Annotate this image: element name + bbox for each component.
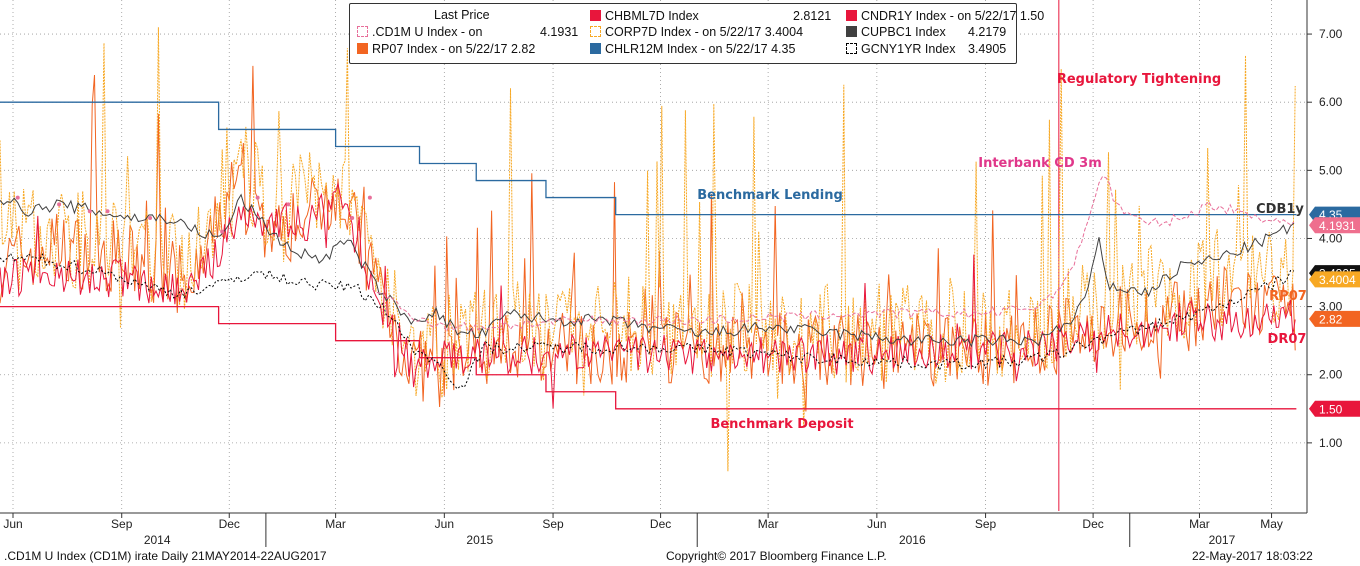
annotation-benchmark-deposit: Benchmark Deposit [710, 417, 853, 432]
legend-header: Last Price [434, 8, 490, 22]
xtick-label-3: Mar [325, 517, 346, 531]
legend-item-chlr12m: CHLR12M Index - on 5/22/17 4.35 [590, 42, 795, 58]
axes: 1.00 2.00 3.00 4.00 5.00 6.00 7.00 Jun Sep Dec Mar… [0, 0, 1343, 547]
annotation-rp07: RP07 [1269, 289, 1307, 304]
ytick-label-2.00: 2.00 [1319, 368, 1343, 382]
legend-label-gcny1yr: GCNY1YR Index [861, 42, 956, 56]
annotation-benchmark-lending: Benchmark Lending [697, 188, 843, 203]
value-tag-text-5: 1.50 [1319, 402, 1343, 416]
legend-item-cupbc1: CUPBC1 Index [846, 25, 946, 41]
ytick-label-7.00: 7.00 [1319, 27, 1343, 41]
legend-label-corp7d: CORP7D Index - on 5/22/17 3.4004 [605, 25, 804, 39]
legend-label-chlr12m: CHLR12M Index - on 5/22/17 4.35 [605, 42, 796, 56]
legend-swatch-chlr12m [590, 43, 601, 54]
series-rp07-index [0, 65, 1296, 412]
cd1m-dot-2 [87, 209, 92, 214]
legend-label-cndr1y: CNDR1Y Index - on 5/22/17 1.50 [861, 9, 1045, 23]
footer-timestamp: 22-May-2017 18:03:22 [1192, 549, 1313, 563]
legend-item-gcny1yr: GCNY1YR Index [846, 42, 955, 58]
series-cd1m-u-index [371, 175, 1295, 333]
ytick-label-1.00: 1.00 [1319, 436, 1343, 450]
legend-swatch-cd1m [357, 26, 368, 37]
ytick-label-5.00: 5.00 [1319, 163, 1343, 177]
legend-label-chbml7d: CHBML7D Index [605, 9, 699, 23]
xtick-label-5: Sep [542, 517, 564, 531]
year-label-2017: 2017 [1209, 533, 1236, 547]
annotations: Regulatory Tightening Interbank CD 3m Benc… [697, 72, 1307, 432]
series-chlr12m-index [0, 101, 1297, 216]
legend-label-cd1m: .CD1M U Index - on [372, 25, 483, 39]
legend-item-corp7d: CORP7D Index - on 5/22/17 3.4004 [590, 25, 803, 41]
legend-swatch-cndr1y [846, 10, 857, 21]
xtick-label-2: Dec [219, 517, 240, 531]
legend-box: Last Price .CD1M U Index - on 4.1931 RP0… [349, 3, 1044, 64]
year-label-2015: 2015 [466, 533, 493, 547]
legend-item-rp07: RP07 Index - on 5/22/17 2.82 [357, 42, 535, 58]
legend-item-cd1m: .CD1M U Index - on [357, 25, 482, 41]
ytick-label-4.00: 4.00 [1319, 231, 1343, 245]
ytick-label-3.00: 3.00 [1319, 300, 1343, 314]
value-tag-text-3: 3.4004 [1319, 273, 1356, 287]
xtick-label-10: Dec [1082, 517, 1103, 531]
series-chbml7d-index [0, 182, 1296, 409]
cd1m-dot-9 [367, 195, 372, 200]
annotation-regulatory-tightening: Regulatory Tightening [1057, 72, 1221, 87]
value-tag-bg-1 [1309, 217, 1360, 234]
value-tag-bg-3 [1309, 271, 1360, 288]
cd1m-dot-4 [148, 216, 153, 221]
legend-label-cupbc1: CUPBC1 Index [861, 25, 946, 39]
xtick-label-7: Mar [758, 517, 779, 531]
legend-value-cupbc1: 4.2179 [968, 25, 1007, 39]
year-label-2016: 2016 [899, 533, 926, 547]
legend-swatch-corp7d [590, 26, 601, 37]
xtick-label-11: Mar [1189, 517, 1210, 531]
xtick-label-8: Jun [867, 517, 886, 531]
legend-value-cd1m: 4.1931 [540, 25, 579, 39]
footer-copyright: Copyright© 2017 Bloomberg Finance L.P. [666, 549, 887, 563]
cd1m-dot-7 [286, 202, 291, 207]
cd1m-dot-5 [220, 229, 225, 234]
annotation-interbank-cd-3m: Interbank CD 3m [978, 156, 1102, 171]
cd1m-dot-8 [350, 216, 355, 221]
value-tag-bg-5 [1309, 400, 1360, 417]
legend-item-chbml7d: CHBML7D Index [590, 9, 699, 25]
cd1m-dot-0 [15, 195, 20, 200]
year-label-2014: 2014 [144, 533, 171, 547]
series-layer [0, 27, 1297, 472]
cd1m-dot-6 [255, 195, 260, 200]
xtick-label-9: Sep [975, 517, 997, 531]
xtick-label-1: Sep [111, 517, 133, 531]
ytick-label-6.00: 6.00 [1319, 95, 1343, 109]
legend-item-cndr1y: CNDR1Y Index - on 5/22/17 1.50 [846, 9, 1044, 25]
legend-swatch-cupbc1 [846, 26, 857, 37]
value-tag-bg-4 [1309, 310, 1360, 327]
xtick-label-12: May [1260, 517, 1283, 531]
value-tag-text-1: 4.1931 [1319, 219, 1356, 233]
legend-value-gcny1yr: 3.4905 [968, 42, 1007, 56]
series-corp7d-index [0, 27, 1296, 472]
xtick-label-0: Jun [3, 517, 22, 531]
series-gcny1yr-index [0, 252, 1295, 390]
cd1m-dot-1 [57, 202, 62, 207]
footer-source: .CD1M U Index (CD1M) irate Daily 21MAY20… [4, 549, 327, 563]
value-tag-text-4: 2.82 [1319, 312, 1343, 326]
series-cndr1y-index [0, 305, 1297, 410]
xtick-label-6: Dec [650, 517, 671, 531]
legend-label-rp07: RP07 Index - on 5/22/17 2.82 [372, 42, 536, 56]
series-cupbc1-index [0, 193, 1295, 348]
legend-swatch-gcny1yr [846, 43, 857, 54]
legend-value-chbml7d: 2.8121 [793, 9, 832, 23]
xtick-label-4: Jun [435, 517, 454, 531]
annotation-cdb1y: CDB1y [1256, 202, 1304, 217]
legend-swatch-rp07 [357, 43, 368, 54]
cd1m-dot-3 [105, 209, 110, 214]
annotation-dr07: DR07 [1268, 332, 1307, 347]
legend-swatch-chbml7d [590, 10, 601, 21]
